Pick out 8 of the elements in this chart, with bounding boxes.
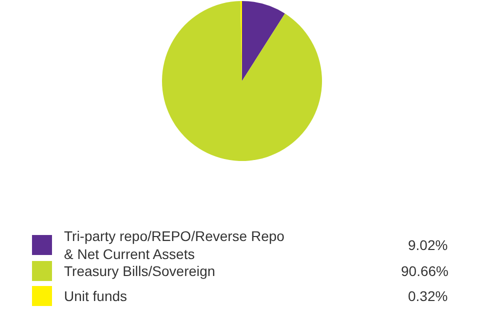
data-label: 9.02% — [408, 237, 448, 253]
legend-label: Treasury Bills/Sovereign — [64, 263, 216, 279]
data-label: 90.66% — [401, 263, 448, 279]
legend-label: Tri-party repo/REPO/Reverse Repo & Net Current Assets — [64, 228, 285, 262]
data-label: 0.32% — [408, 288, 448, 304]
pie-slice — [242, 1, 285, 81]
pie-slice — [162, 1, 322, 161]
legend-label: Unit funds — [64, 288, 128, 304]
